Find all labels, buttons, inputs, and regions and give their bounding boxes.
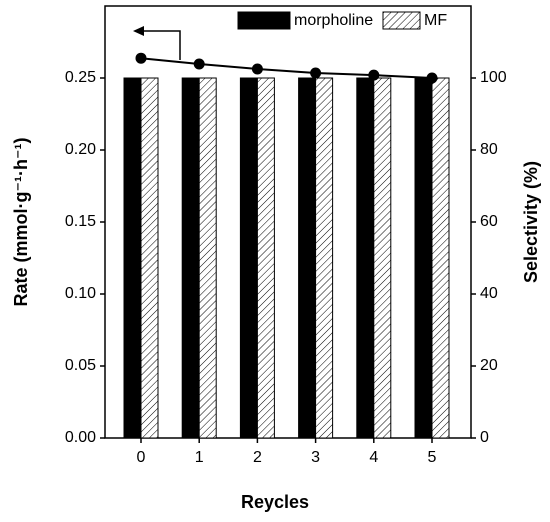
bar [315,77,334,439]
bar [256,77,275,439]
line-point [193,58,205,70]
x-tick-label: 3 [311,449,320,466]
x-tick-label: 4 [369,449,378,466]
bar [414,77,433,439]
bar [356,77,375,439]
bar [239,77,258,439]
y-tick-label: 0.25 [65,69,96,86]
x-tick-label: 1 [195,449,204,466]
y2-tick-label: 20 [480,357,498,374]
y2-tick-label: 80 [480,141,498,158]
x-tick-label: 5 [428,449,437,466]
y-tick-label: 0.00 [65,429,96,446]
legend-swatch [382,11,421,30]
axis-arrow [140,30,181,60]
arrow-head [133,26,144,36]
line-point [310,67,322,79]
line-point [368,69,380,81]
y-tick-label: 0.20 [65,141,96,158]
y2-axis-title: Selectivity (%) [521,161,541,283]
line [140,57,433,79]
bar [298,77,317,439]
bar [140,77,159,439]
y2-tick-label: 100 [480,69,507,86]
y2-tick-label: 60 [480,213,498,230]
line-point [135,52,147,64]
y-axis-title: Rate (mmol·g⁻¹·h⁻¹) [11,138,31,307]
legend-label: morpholine [294,12,373,29]
y2-tick-label: 0 [480,429,489,446]
y-tick-label: 0.15 [65,213,96,230]
x-tick-label: 0 [137,449,146,466]
y-tick-label: 0.10 [65,285,96,302]
bar [123,77,142,439]
legend-label: MF [424,12,447,29]
line-point [251,63,263,75]
x-axis-title: Reycles [241,492,309,512]
x-tick-label: 2 [253,449,262,466]
bar [198,77,217,439]
y2-tick-label: 40 [480,285,498,302]
bar [181,77,200,439]
y-tick-label: 0.05 [65,357,96,374]
legend-swatch [237,11,291,30]
line-point [426,72,438,84]
bar [373,77,392,439]
bar [431,77,450,439]
